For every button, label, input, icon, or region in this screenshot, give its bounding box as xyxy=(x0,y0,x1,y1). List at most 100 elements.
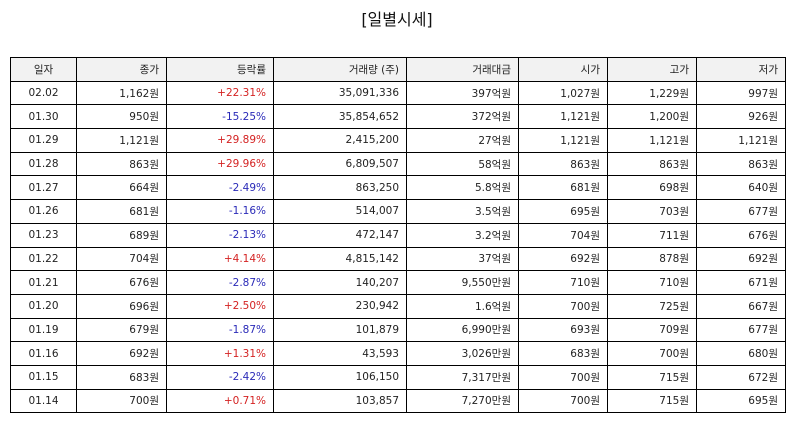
cell-open: 681원 xyxy=(518,175,608,201)
cell-open: 695원 xyxy=(518,199,608,224)
table-row: 01.30 950원 -15.25% 35,854,652 372억원 1,121원 1,2… xyxy=(10,104,786,130)
cell-volume: 35,091,336 xyxy=(273,80,407,106)
cell-low: 997원 xyxy=(696,80,786,106)
cell-change: -2.13% xyxy=(166,222,274,248)
column-header-change: 등락률 xyxy=(166,57,274,82)
column-header-amount: 거래대금 xyxy=(406,57,519,82)
cell-close: 700원 xyxy=(76,388,167,414)
table-row: 01.26 681원 -1.16% 514,007 3.5억원 695원 703원 677원 xyxy=(10,199,786,224)
cell-high: 725원 xyxy=(607,293,697,319)
cell-close: 689원 xyxy=(76,222,167,248)
cell-high: 703원 xyxy=(607,199,697,224)
cell-high: 711원 xyxy=(607,222,697,248)
cell-date: 01.22 xyxy=(10,246,77,272)
cell-change: -2.49% xyxy=(166,175,274,201)
daily-price-table: 일자 종가 등락률 거래량 (주) 거래대금 시가 고가 저가 02.02 1,1… xyxy=(10,57,786,414)
cell-volume: 472,147 xyxy=(273,222,407,248)
cell-change: +0.71% xyxy=(166,388,274,414)
page-title: [일별시세] xyxy=(361,10,433,29)
table-row: 01.23 689원 -2.13% 472,147 3.2억원 704원 711원 676원 xyxy=(10,222,786,248)
cell-open: 700원 xyxy=(518,364,608,390)
table-row: 01.29 1,121원 +29.89% 2,415,200 27억원 1,121원 1,1… xyxy=(10,128,786,153)
column-header-high: 고가 xyxy=(607,57,697,82)
cell-high: 715원 xyxy=(607,364,697,390)
column-header-volume: 거래량 (주) xyxy=(273,57,407,82)
cell-high: 698원 xyxy=(607,175,697,201)
cell-amount: 3,026만원 xyxy=(406,341,519,366)
cell-low: 692원 xyxy=(696,246,786,272)
cell-high: 1,200원 xyxy=(607,104,697,130)
column-header-date: 일자 xyxy=(10,57,77,82)
cell-amount: 5.8억원 xyxy=(406,175,519,201)
cell-high: 710원 xyxy=(607,270,697,295)
cell-high: 700원 xyxy=(607,341,697,366)
table-row: 01.22 704원 +4.14% 4,815,142 37억원 692원 878원 692원 xyxy=(10,246,786,272)
cell-volume: 863,250 xyxy=(273,175,407,201)
cell-change: -1.16% xyxy=(166,199,274,224)
cell-change: +29.89% xyxy=(166,128,274,153)
cell-amount: 372억원 xyxy=(406,104,519,130)
cell-high: 863원 xyxy=(607,151,697,177)
cell-date: 01.20 xyxy=(10,293,77,319)
cell-low: 863원 xyxy=(696,151,786,177)
cell-open: 700원 xyxy=(518,293,608,319)
cell-close: 664원 xyxy=(76,175,167,201)
cell-volume: 230,942 xyxy=(273,293,407,319)
cell-volume: 103,857 xyxy=(273,388,407,414)
cell-low: 1,121원 xyxy=(696,128,786,153)
cell-low: 671원 xyxy=(696,270,786,295)
cell-low: 672원 xyxy=(696,364,786,390)
cell-open: 710원 xyxy=(518,270,608,295)
column-header-close: 종가 xyxy=(76,57,167,82)
cell-volume: 106,150 xyxy=(273,364,407,390)
table-header-row: 일자 종가 등락률 거래량 (주) 거래대금 시가 고가 저가 xyxy=(10,57,786,82)
cell-date: 01.19 xyxy=(10,317,77,343)
cell-change: +4.14% xyxy=(166,246,274,272)
table-row: 01.28 863원 +29.96% 6,809,507 58억원 863원 863원 863… xyxy=(10,151,786,177)
cell-high: 1,121원 xyxy=(607,128,697,153)
table-row: 01.19 679원 -1.87% 101,879 6,990만원 693원 709원 677… xyxy=(10,317,786,343)
cell-change: -1.87% xyxy=(166,317,274,343)
cell-open: 704원 xyxy=(518,222,608,248)
cell-open: 1,121원 xyxy=(518,104,608,130)
cell-date: 01.16 xyxy=(10,341,77,366)
cell-change: -15.25% xyxy=(166,104,274,130)
table-row: 01.14 700원 +0.71% 103,857 7,270만원 700원 715원 695… xyxy=(10,388,786,414)
cell-date: 01.23 xyxy=(10,222,77,248)
cell-close: 1,121원 xyxy=(76,128,167,153)
cell-change: +1.31% xyxy=(166,341,274,366)
table-row: 01.21 676원 -2.87% 140,207 9,550만원 710원 710원 671… xyxy=(10,270,786,295)
cell-amount: 3.5억원 xyxy=(406,199,519,224)
table-row: 01.15 683원 -2.42% 106,150 7,317만원 700원 715원 672… xyxy=(10,364,786,390)
cell-volume: 2,415,200 xyxy=(273,128,407,153)
cell-open: 693원 xyxy=(518,317,608,343)
cell-open: 863원 xyxy=(518,151,608,177)
cell-open: 692원 xyxy=(518,246,608,272)
column-header-low: 저가 xyxy=(696,57,786,82)
cell-low: 680원 xyxy=(696,341,786,366)
cell-amount: 397억원 xyxy=(406,80,519,106)
cell-change: +29.96% xyxy=(166,151,274,177)
cell-date: 01.14 xyxy=(10,388,77,414)
cell-close: 676원 xyxy=(76,270,167,295)
cell-close: 683원 xyxy=(76,364,167,390)
cell-open: 1,121원 xyxy=(518,128,608,153)
cell-amount: 27억원 xyxy=(406,128,519,153)
cell-date: 02.02 xyxy=(10,80,77,106)
cell-amount: 9,550만원 xyxy=(406,270,519,295)
cell-volume: 140,207 xyxy=(273,270,407,295)
cell-volume: 6,809,507 xyxy=(273,151,407,177)
cell-close: 679원 xyxy=(76,317,167,343)
cell-date: 01.26 xyxy=(10,199,77,224)
cell-volume: 43,593 xyxy=(273,341,407,366)
cell-close: 863원 xyxy=(76,151,167,177)
table-row: 01.20 696원 +2.50% 230,942 1.6억원 700원 725원 667원 xyxy=(10,293,786,319)
cell-low: 640원 xyxy=(696,175,786,201)
cell-amount: 1.6억원 xyxy=(406,293,519,319)
cell-low: 695원 xyxy=(696,388,786,414)
cell-close: 950원 xyxy=(76,104,167,130)
cell-high: 715원 xyxy=(607,388,697,414)
column-header-open: 시가 xyxy=(518,57,608,82)
cell-date: 01.29 xyxy=(10,128,77,153)
cell-low: 677원 xyxy=(696,199,786,224)
